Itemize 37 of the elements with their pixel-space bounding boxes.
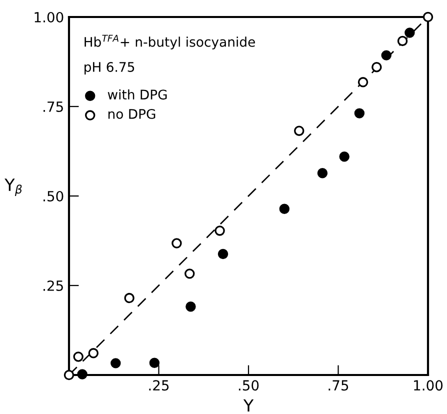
- point: [422, 12, 434, 22]
- point: [124, 292, 134, 304]
- point: [186, 302, 196, 312]
- point: [381, 50, 392, 60]
- y-tick-label: .25: [44, 280, 63, 291]
- point: [64, 370, 74, 380]
- point: [339, 152, 350, 162]
- point: [214, 226, 225, 236]
- y-tick-label: 1.00: [34, 12, 64, 22]
- point: [358, 77, 368, 88]
- x-axis-title: Y: [243, 399, 254, 412]
- x-tick-label: .50: [238, 380, 259, 391]
- point: [404, 28, 415, 38]
- point: [397, 36, 408, 46]
- point: [110, 358, 121, 368]
- x-tick-label: 1.00: [414, 380, 443, 391]
- point: [279, 204, 290, 214]
- x-tick-label: .75: [328, 380, 348, 391]
- point: [77, 369, 88, 380]
- point: [88, 348, 99, 358]
- legend-label: no DPG: [108, 108, 156, 119]
- legend-label: with DPG: [108, 89, 167, 100]
- y-tick-label: .50: [44, 190, 64, 202]
- point: [172, 238, 182, 248]
- point: [294, 126, 304, 136]
- point: [184, 268, 195, 279]
- x-tick-label: .25: [149, 380, 169, 391]
- annotation: pH 6.75: [84, 62, 134, 75]
- annotation: Hb$^{TFA}$+ n-butyl isocyanide: [84, 34, 255, 50]
- y-tick-label: .75: [44, 102, 63, 112]
- point: [372, 62, 382, 72]
- y-axis-title: Y$_{β}$: [4, 178, 22, 196]
- point: [149, 358, 160, 368]
- point: [317, 168, 328, 178]
- point: [354, 108, 365, 118]
- point: [73, 352, 84, 362]
- point: [218, 248, 228, 260]
